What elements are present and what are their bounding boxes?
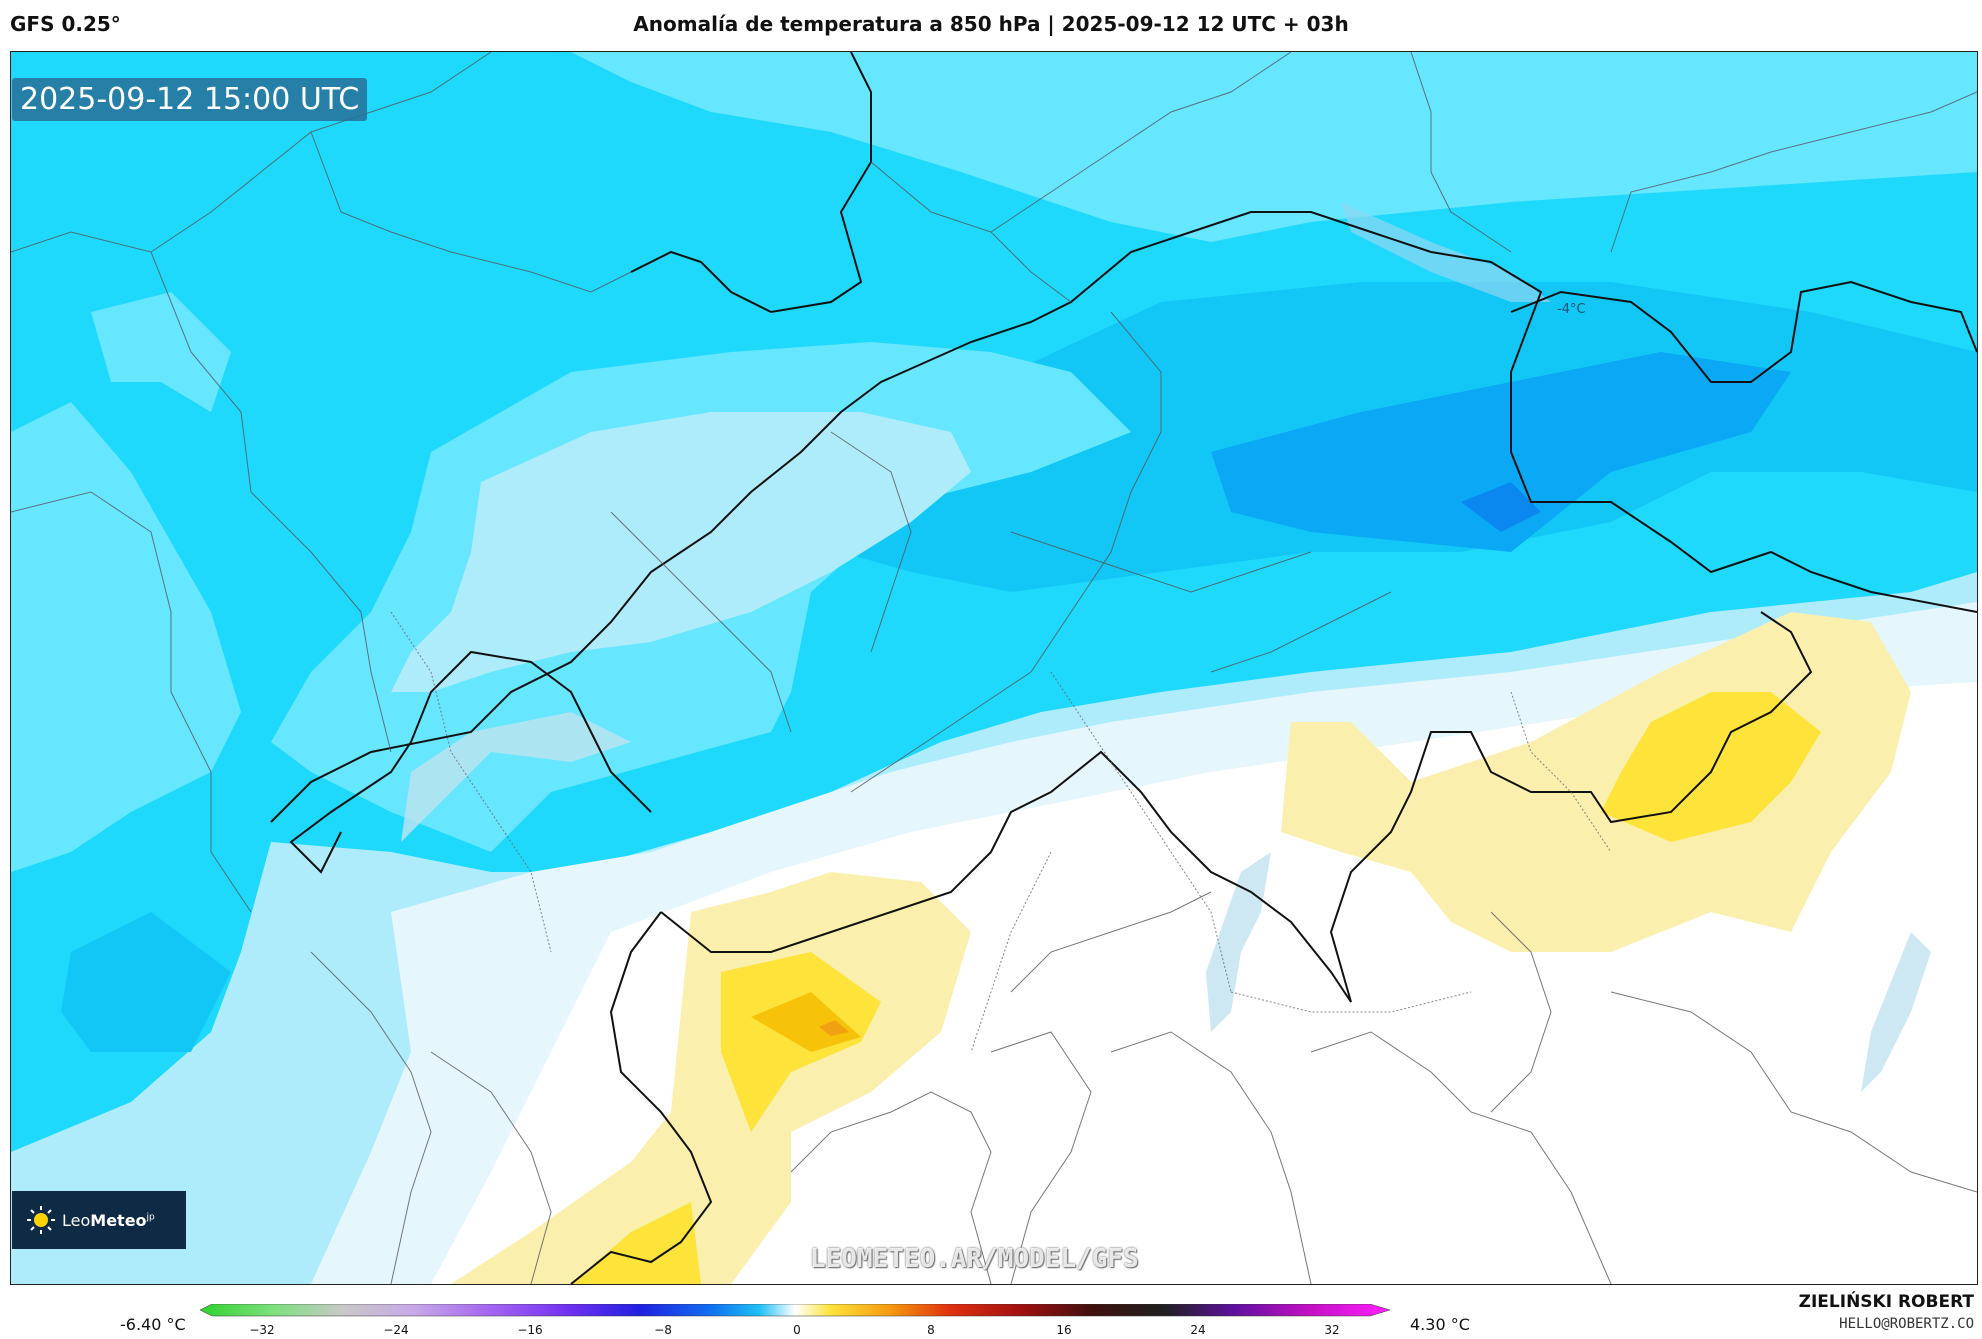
anomaly-band-plus2-south-edge	[571, 1202, 701, 1284]
anomaly-band-minus2-north	[571, 52, 1977, 242]
temperature-colorbar: −32 −24 −16 −8 0 8 16 24 32	[200, 1304, 1390, 1337]
anomaly-band-minus6-core	[1461, 482, 1541, 532]
national-border-switzerland-south	[660, 611, 1813, 1003]
national-border-france-italy	[289, 650, 652, 874]
map-title: Anomalía de temperatura a 850 hPa | 2025…	[633, 12, 1349, 36]
logo-text: LeoMeteojp	[62, 1211, 155, 1230]
leometeo-logo[interactable]: LeoMeteojp	[12, 1191, 186, 1249]
colorbar-tick-label: −32	[249, 1323, 274, 1337]
national-border-austria	[1510, 280, 1977, 383]
logo-suffix: jp	[146, 1212, 155, 1223]
anomaly-band-minus4-southwest	[61, 912, 231, 1052]
contour-label: -4°C	[1557, 302, 1586, 317]
scale-max-value: 4.30 °C	[1410, 1315, 1470, 1334]
colorbar-tick-label: −16	[517, 1323, 542, 1337]
colorbar-tick-label: −8	[654, 1323, 672, 1337]
colorbar-tick-label: 16	[1056, 1323, 1071, 1337]
regional-borders	[11, 52, 1977, 1284]
sun-icon	[27, 1206, 55, 1234]
author-email[interactable]: HELLO@ROBERTZ.CO	[1839, 1316, 1974, 1332]
anomaly-band-plus2-east	[1601, 692, 1821, 842]
colorbar-tick-label: 24	[1190, 1323, 1205, 1337]
logo-name: Meteo	[90, 1210, 147, 1230]
anomaly-band-plus4-core	[819, 1020, 849, 1036]
colorbar-tick-label: 32	[1324, 1323, 1339, 1337]
lake-maggiore	[1206, 852, 1271, 1032]
site-watermark: LEOMETEO.AR/MODEL/GFS	[810, 1244, 1139, 1274]
colorbar-tick-label: −24	[383, 1323, 408, 1337]
lake-constance	[1341, 202, 1551, 302]
national-border-italy-north	[570, 911, 713, 1284]
lake-leman	[401, 712, 631, 842]
colorbar-tick-label: 8	[927, 1323, 935, 1337]
model-name: GFS 0.25°	[10, 12, 121, 36]
author-name: ZIELIŃSKI ROBERT	[1798, 1292, 1974, 1312]
scale-min-value: -6.40 °C	[120, 1315, 186, 1334]
logo-prefix: Leo	[62, 1210, 91, 1230]
national-border-germany-north	[630, 52, 872, 314]
national-border-switzerland	[270, 211, 1977, 823]
anomaly-band-plus3-core	[751, 992, 861, 1052]
map-panel[interactable]: -4°C	[10, 51, 1978, 1285]
colorbar-tick-label: 0	[793, 1323, 801, 1337]
anomaly-band-minus5-east	[1211, 352, 1791, 552]
dotted-subregion-borders	[390, 611, 1612, 1053]
valid-time-badge: 2025-09-12 15:00 UTC	[12, 78, 368, 121]
anomaly-band-minus1-west	[11, 402, 241, 872]
anomaly-band-minus2-west-column	[91, 292, 231, 412]
temperature-anomaly-map	[11, 52, 1977, 1284]
lake-garda	[1861, 932, 1931, 1092]
